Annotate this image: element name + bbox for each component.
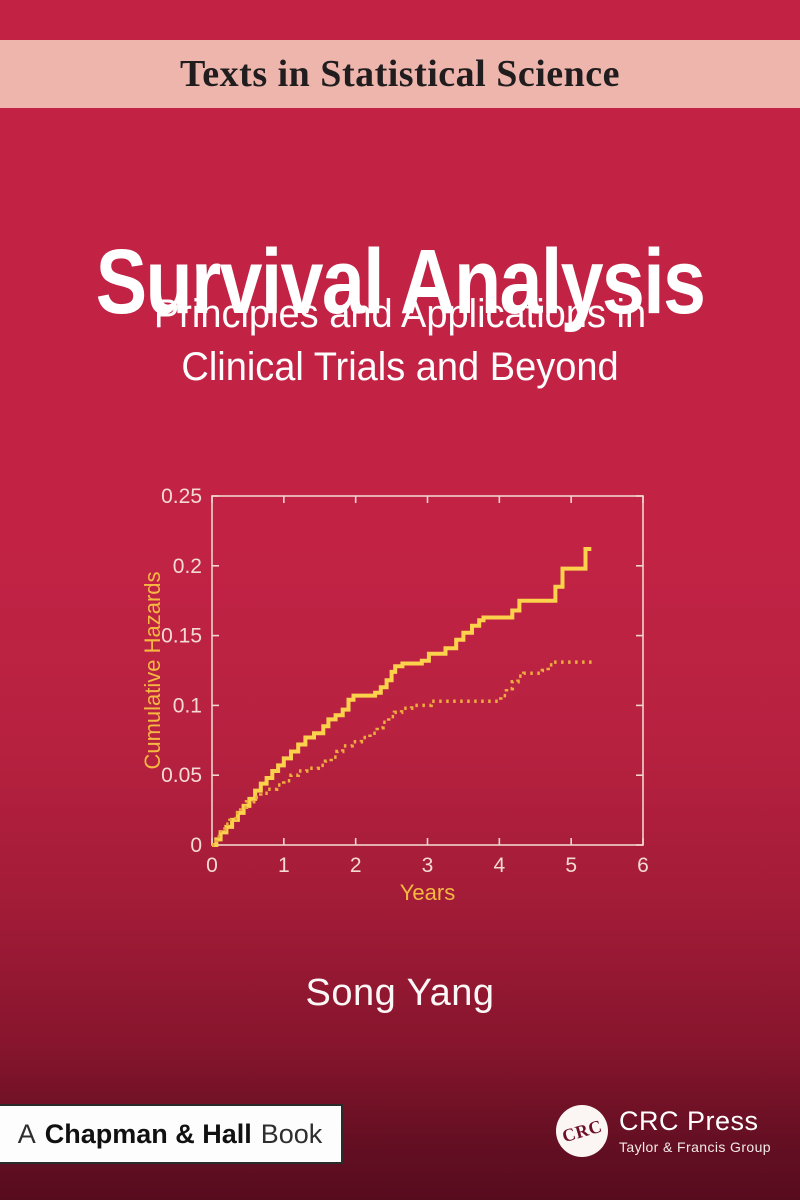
x-tick-label: 3 bbox=[422, 854, 434, 877]
crc-press-logo: CRC CRC Press Taylor & Francis Group bbox=[556, 1105, 771, 1157]
x-tick-label: 2 bbox=[350, 854, 362, 877]
group-1-solid-curve bbox=[212, 547, 592, 847]
author-name: Song Yang bbox=[305, 972, 495, 1014]
chapman-prefix: A bbox=[17, 1118, 36, 1149]
series-banner: Texts in Statistical Science bbox=[0, 40, 800, 108]
y-tick-label: 0.2 bbox=[173, 555, 202, 578]
chapman-suffix: Book bbox=[260, 1118, 323, 1149]
x-tick-label: 1 bbox=[278, 854, 290, 877]
chapman-name: Chapman & Hall bbox=[44, 1118, 252, 1149]
x-tick-label: 6 bbox=[637, 854, 649, 877]
y-tick-label: 0.1 bbox=[173, 694, 202, 717]
x-tick-label: 4 bbox=[493, 854, 505, 877]
x-axis-label: Years bbox=[400, 880, 455, 900]
y-tick-label: 0.05 bbox=[161, 764, 202, 787]
x-tick-label: 0 bbox=[206, 854, 218, 877]
y-tick-label: 0.25 bbox=[161, 485, 202, 508]
chapman-hall-badge: A Chapman & Hall Book bbox=[0, 1104, 343, 1164]
chart-svg: 0 1 2 3 4 5 6 0 0.05 0.1 0.15 0.2 0.25 Years Cumulativ… bbox=[140, 485, 649, 905]
crc-text-block: CRC Press Taylor & Francis Group bbox=[619, 1106, 771, 1155]
y-axis-label: Cumulative Hazards bbox=[140, 571, 165, 769]
subtitle-line-1: Principles and Applications in bbox=[153, 292, 647, 336]
subtitle-line-2: Clinical Trials and Beyond bbox=[181, 344, 619, 389]
cumulative-hazards-chart: 0 1 2 3 4 5 6 0 0.05 0.1 0.15 0.2 0.25 Years Cumulativ… bbox=[140, 470, 660, 905]
crc-circle-icon: CRC bbox=[556, 1105, 608, 1157]
book-title: Survival Analysis bbox=[95, 230, 706, 333]
x-tick-label: 5 bbox=[565, 854, 577, 877]
book-subtitle: Principles and Applications in Clinical … bbox=[20, 288, 780, 394]
crc-circle-label: CRC bbox=[559, 1115, 605, 1146]
chart-frame bbox=[211, 495, 644, 846]
y-tick-label: 0.15 bbox=[161, 625, 202, 648]
group-2-dotted-curve bbox=[212, 660, 593, 847]
y-tick-label: 0 bbox=[190, 834, 202, 857]
crc-press-name: CRC Press bbox=[619, 1106, 759, 1137]
series-title: Texts in Statistical Science bbox=[179, 53, 621, 95]
taylor-francis-group: Taylor & Francis Group bbox=[619, 1138, 771, 1155]
